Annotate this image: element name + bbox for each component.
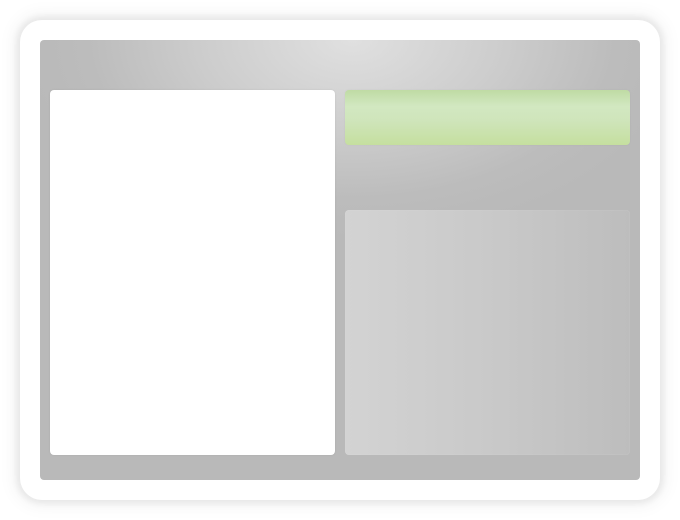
left-content-panel bbox=[50, 90, 335, 455]
device-frame bbox=[20, 20, 660, 500]
top-right-highlight-bar[interactable] bbox=[345, 90, 630, 145]
screen bbox=[40, 40, 640, 480]
bottom-right-content-panel bbox=[345, 210, 630, 455]
